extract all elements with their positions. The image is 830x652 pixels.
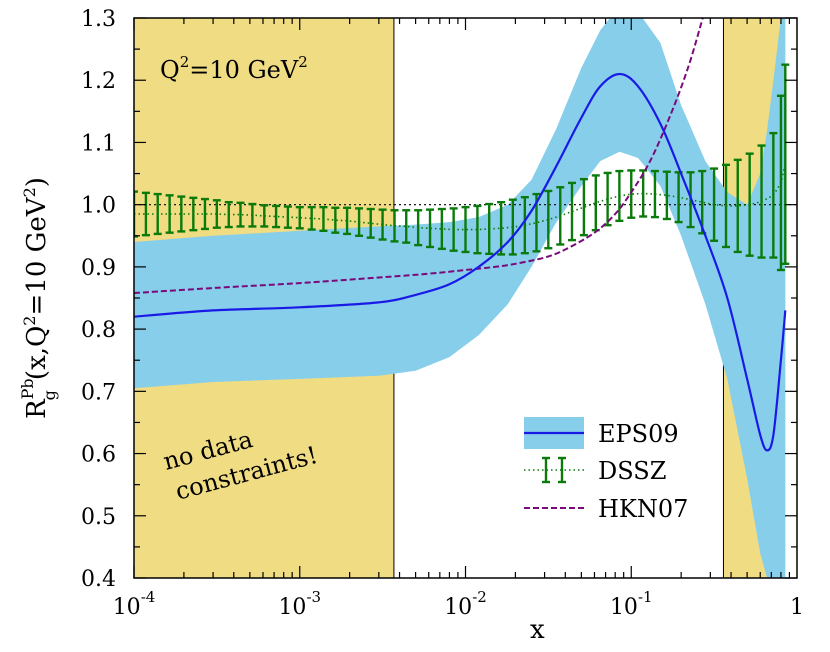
dssz-errorbar xyxy=(153,192,162,236)
y-axis-label-close: ) xyxy=(22,177,52,187)
y-axis-label-rest2: =10 GeV xyxy=(22,196,52,315)
dssz-errorbar xyxy=(662,170,671,221)
dssz-errorbar xyxy=(776,94,785,272)
dssz-errorbar xyxy=(378,208,387,241)
x-axis-label: x xyxy=(530,615,545,645)
dssz-errorbar xyxy=(272,204,281,229)
dssz-errorbar xyxy=(591,174,600,232)
eps09-line xyxy=(134,72,787,452)
legend-label-hkn07: HKN07 xyxy=(598,495,688,523)
dssz-errorbar xyxy=(733,158,742,254)
dssz-errorbar xyxy=(283,205,292,229)
legend-item-eps09: EPS09 xyxy=(524,417,679,449)
dssz-errorbar xyxy=(366,207,375,239)
x-tick-label: 10-2 xyxy=(444,588,487,620)
dssz-errorbar xyxy=(567,181,576,242)
dssz-errorbar xyxy=(579,177,588,237)
dssz-errorbar xyxy=(165,194,174,234)
series-lines xyxy=(134,18,787,452)
dssz-errorbar xyxy=(627,169,636,219)
dssz-errorbar xyxy=(473,204,482,255)
dssz-errorbar xyxy=(615,169,624,223)
dssz-errorbar xyxy=(603,171,612,227)
y-tick-label: 0.8 xyxy=(81,318,116,343)
y-tick-label: 1.0 xyxy=(81,194,116,219)
y-axis-label-sub: g xyxy=(40,390,59,400)
y-tick-label: 1.3 xyxy=(81,7,116,32)
dssz-errorbar xyxy=(224,200,233,229)
x-tick-label: 10-3 xyxy=(278,588,321,620)
y-axis-label-sq: 2 xyxy=(20,316,39,326)
dssz-errorbar xyxy=(343,206,352,236)
q-annotation-sq2: 2 xyxy=(298,53,308,71)
y-axis-label-sq2: 2 xyxy=(20,187,39,197)
dssz-errorbar xyxy=(402,209,411,244)
axis-ticks xyxy=(133,17,797,579)
legend-label-eps09: EPS09 xyxy=(598,420,679,448)
legend-item-hkn07: HKN07 xyxy=(524,495,688,523)
q-annotation-rest: =10 GeV xyxy=(189,56,299,84)
dssz-errorbar xyxy=(189,196,198,232)
q-annotation-sq: 2 xyxy=(180,53,190,71)
x-tick-label: 10-1 xyxy=(610,588,653,620)
y-tick-label: 0.9 xyxy=(81,256,116,281)
legend-label-dssz: DSSZ xyxy=(598,457,666,485)
dssz-errorbar xyxy=(177,195,186,233)
legend-item-dssz: DSSZ xyxy=(524,456,666,485)
dssz-errorbar xyxy=(426,208,435,249)
dssz-errorbar xyxy=(449,207,458,252)
y-tick-label: 0.7 xyxy=(81,380,116,405)
q-annotation: Q2=10 GeV2 xyxy=(160,53,308,84)
dssz-errorbar xyxy=(722,163,731,249)
dssz-errorbar xyxy=(485,202,494,256)
dssz-errorbar xyxy=(331,206,340,234)
dssz-errorbar xyxy=(781,63,790,265)
dssz-errorbar xyxy=(307,205,316,231)
hkn07-line xyxy=(134,18,704,294)
q-annotation-q: Q xyxy=(160,56,180,84)
eps09-band xyxy=(134,18,786,578)
dssz-errorbar xyxy=(236,201,245,228)
dssz-errorbar xyxy=(497,200,506,256)
dssz-errorbar xyxy=(650,169,659,219)
x-tick-label: 1 xyxy=(790,595,804,620)
y-tick-label: 0.4 xyxy=(81,567,116,592)
dssz-errorbar xyxy=(141,191,150,237)
dssz-errorbar xyxy=(134,190,138,238)
y-tick-label: 0.6 xyxy=(81,443,116,468)
legend: EPS09 DSSZ HKN07 xyxy=(524,417,688,523)
y-tick-label: 1.1 xyxy=(81,131,116,156)
y-tick-label: 1.2 xyxy=(81,69,116,94)
dssz-errorbar xyxy=(544,189,553,250)
y-axis-label-main: R xyxy=(22,398,52,419)
dssz-errorbar xyxy=(769,131,778,259)
dssz-errorbar xyxy=(437,207,446,251)
dssz-errorbar xyxy=(319,205,328,233)
dssz-errorbar xyxy=(556,186,565,246)
dssz-errorbar xyxy=(200,197,209,231)
axis-tick-labels: 10-4 10-3 10-2 10-1 1 0.4 0.5 0.6 0.7 0.8 0.9 1.0 1.… xyxy=(81,7,804,620)
dssz-errorbar xyxy=(461,205,470,254)
dssz-errorbar xyxy=(745,152,754,257)
y-axis-label: RPb g(x,Q2=10 GeV2) xyxy=(18,177,59,419)
dssz-errorbar xyxy=(710,167,719,242)
dssz-errorbar xyxy=(295,205,304,230)
dssz-errorbar xyxy=(260,204,269,228)
y-axis-label-rest: (x,Q xyxy=(22,326,52,380)
dssz-errorbar xyxy=(248,202,257,228)
dssz-errorbar xyxy=(757,144,766,259)
dssz-errorbar xyxy=(414,209,423,247)
x-tick-label: 10-4 xyxy=(113,588,156,620)
dssz-errorbar xyxy=(355,207,364,237)
dssz-line xyxy=(134,164,787,231)
dssz-errorbar xyxy=(212,199,221,229)
eps09-uncertainty-band xyxy=(134,18,786,578)
dssz-errorbar xyxy=(508,198,517,256)
dssz-errorbar xyxy=(520,195,529,255)
y-tick-label: 0.5 xyxy=(81,505,116,530)
dssz-errorbar xyxy=(390,209,399,243)
y-axis-label-sup: Pb xyxy=(18,378,37,399)
